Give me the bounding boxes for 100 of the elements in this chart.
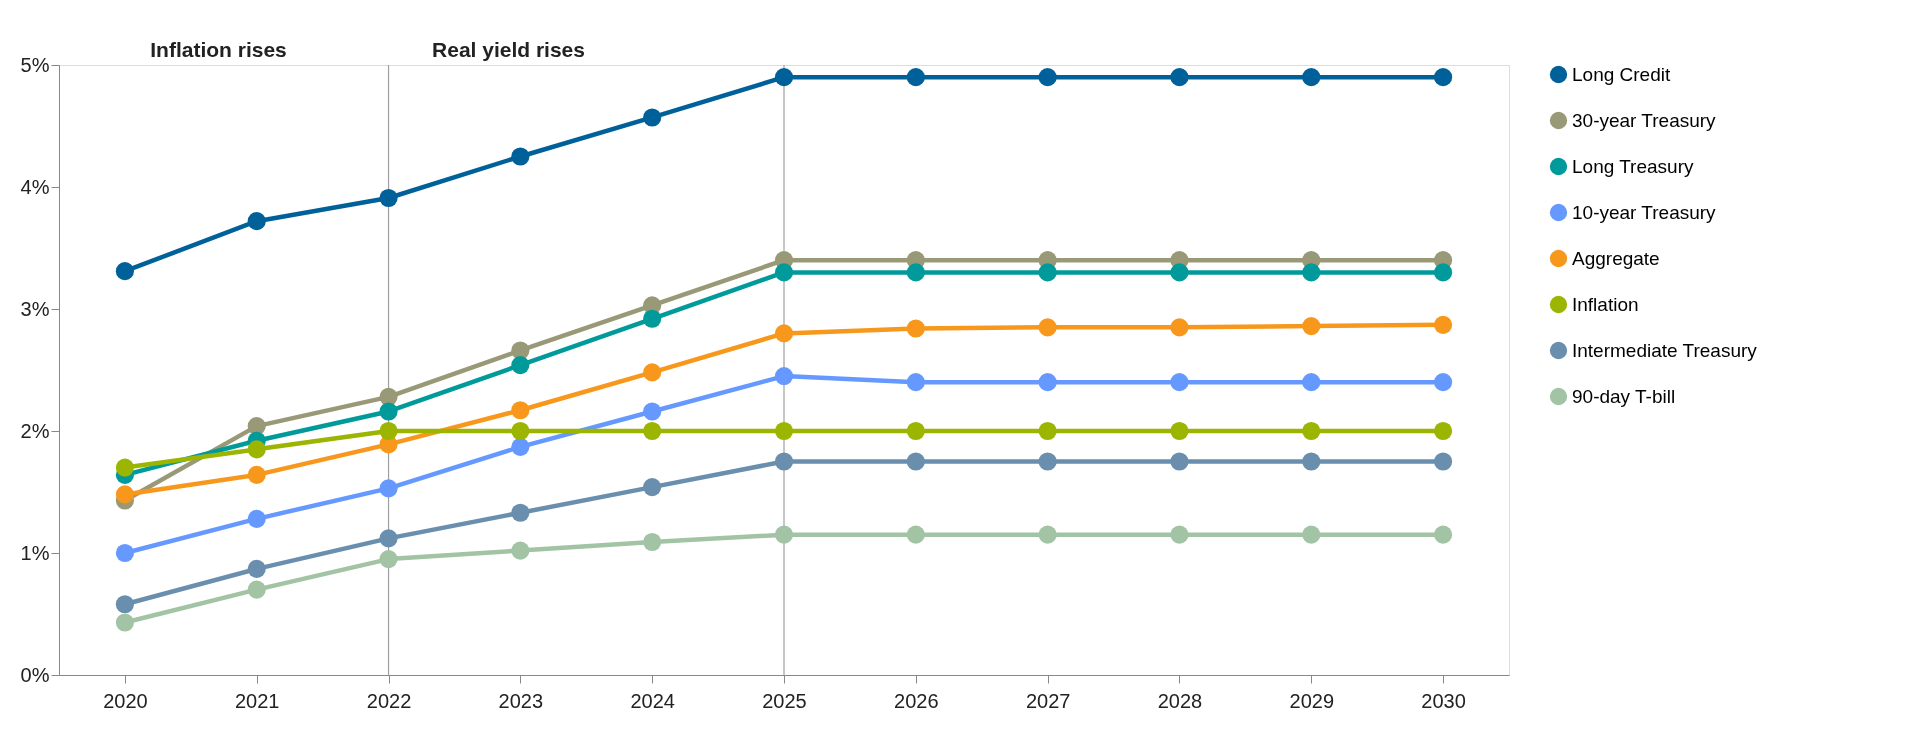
point bbox=[1170, 318, 1189, 337]
point bbox=[906, 319, 925, 338]
point bbox=[247, 509, 266, 528]
x-tick-label: 2027 bbox=[1025, 689, 1071, 712]
point bbox=[1038, 318, 1057, 337]
point bbox=[511, 401, 530, 420]
point bbox=[1038, 68, 1057, 87]
point bbox=[1302, 421, 1321, 441]
legend-label: 30-year Treasury bbox=[1572, 109, 1717, 131]
legend-label: 10-year Treasury bbox=[1572, 201, 1717, 223]
point bbox=[1434, 315, 1453, 334]
point bbox=[774, 68, 794, 87]
point bbox=[115, 458, 134, 477]
point bbox=[1170, 421, 1189, 441]
legend-label: Long Treasury bbox=[1572, 155, 1694, 177]
point bbox=[774, 367, 794, 386]
x-tick-label: 2026 bbox=[894, 689, 939, 712]
point bbox=[1302, 317, 1321, 336]
y-tick-label: 4% bbox=[20, 175, 50, 198]
point bbox=[1302, 68, 1321, 87]
x-tick-label: 2025 bbox=[762, 689, 807, 712]
x-tick-label: 2021 bbox=[234, 689, 280, 712]
x-tick-label: 2022 bbox=[366, 689, 412, 712]
point bbox=[1434, 452, 1453, 471]
point bbox=[1302, 263, 1321, 282]
point bbox=[1302, 373, 1321, 392]
point bbox=[511, 437, 530, 456]
point bbox=[643, 402, 662, 421]
point bbox=[643, 532, 662, 552]
text: Inflation rises bbox=[150, 38, 287, 61]
point bbox=[643, 309, 662, 328]
point bbox=[247, 559, 266, 578]
point bbox=[379, 421, 398, 441]
point bbox=[247, 580, 266, 599]
point bbox=[1170, 373, 1189, 392]
point bbox=[247, 212, 266, 231]
point bbox=[115, 262, 134, 281]
point bbox=[379, 550, 398, 569]
point bbox=[511, 503, 530, 522]
point bbox=[247, 465, 266, 484]
legend-label: Long Credit bbox=[1572, 63, 1671, 85]
point bbox=[906, 452, 925, 471]
point bbox=[115, 485, 134, 504]
point bbox=[1038, 421, 1057, 441]
point bbox=[511, 356, 530, 375]
point bbox=[1434, 525, 1453, 544]
point bbox=[115, 543, 134, 563]
point bbox=[906, 263, 925, 282]
point bbox=[643, 478, 662, 497]
point bbox=[1302, 452, 1321, 471]
point bbox=[643, 421, 662, 441]
point bbox=[1170, 68, 1189, 87]
point bbox=[774, 324, 794, 343]
point bbox=[906, 68, 925, 87]
point bbox=[379, 402, 398, 421]
point bbox=[906, 421, 925, 441]
point bbox=[906, 525, 925, 544]
point bbox=[115, 613, 134, 632]
point bbox=[1434, 373, 1453, 392]
legend-label: Inflation bbox=[1572, 293, 1639, 315]
y-tick-label: 1% bbox=[20, 541, 50, 564]
y-tick-label: 2% bbox=[20, 419, 50, 442]
x-tick-label: 2029 bbox=[1289, 689, 1335, 712]
legend-label: 90-day T-bill bbox=[1572, 385, 1676, 407]
point bbox=[511, 421, 530, 441]
point bbox=[1038, 373, 1057, 392]
y-tick-label: 3% bbox=[20, 297, 50, 320]
point bbox=[1038, 263, 1057, 282]
y-tick-label: 5% bbox=[20, 53, 50, 76]
point bbox=[1170, 452, 1189, 471]
text: Real yield rises bbox=[432, 38, 585, 61]
point bbox=[1170, 525, 1189, 544]
y-tick-label: 0% bbox=[20, 663, 50, 686]
point bbox=[774, 525, 794, 544]
point bbox=[379, 479, 398, 498]
point bbox=[379, 529, 398, 548]
point bbox=[1434, 263, 1453, 282]
legend-label: Intermediate Treasury bbox=[1572, 339, 1758, 361]
point bbox=[1038, 525, 1057, 544]
x-tick-label: 2030 bbox=[1421, 689, 1466, 712]
x-tick-label: 2023 bbox=[498, 689, 544, 712]
point bbox=[774, 263, 794, 282]
point bbox=[1434, 68, 1453, 87]
point bbox=[511, 147, 530, 166]
point bbox=[379, 188, 398, 208]
point bbox=[906, 373, 925, 392]
legend-label: Aggregate bbox=[1572, 247, 1660, 269]
point bbox=[1170, 263, 1189, 282]
point bbox=[1302, 525, 1321, 544]
x-tick-label: 2028 bbox=[1157, 689, 1203, 712]
point bbox=[774, 452, 794, 471]
point bbox=[643, 108, 662, 127]
point bbox=[511, 541, 530, 560]
x-tick-label: 2020 bbox=[103, 689, 148, 712]
point bbox=[115, 595, 134, 614]
x-tick-label: 2024 bbox=[630, 689, 675, 712]
point bbox=[247, 440, 266, 459]
point bbox=[643, 363, 662, 382]
point bbox=[1434, 421, 1453, 441]
point bbox=[1038, 452, 1057, 471]
